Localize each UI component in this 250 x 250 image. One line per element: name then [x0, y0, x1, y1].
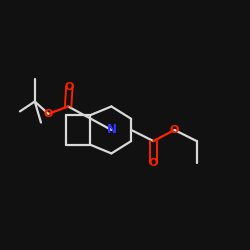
Text: N: N — [106, 124, 117, 136]
Text: O: O — [170, 125, 179, 135]
Text: O: O — [44, 109, 53, 119]
Text: O: O — [65, 82, 74, 92]
Text: O: O — [149, 158, 158, 168]
